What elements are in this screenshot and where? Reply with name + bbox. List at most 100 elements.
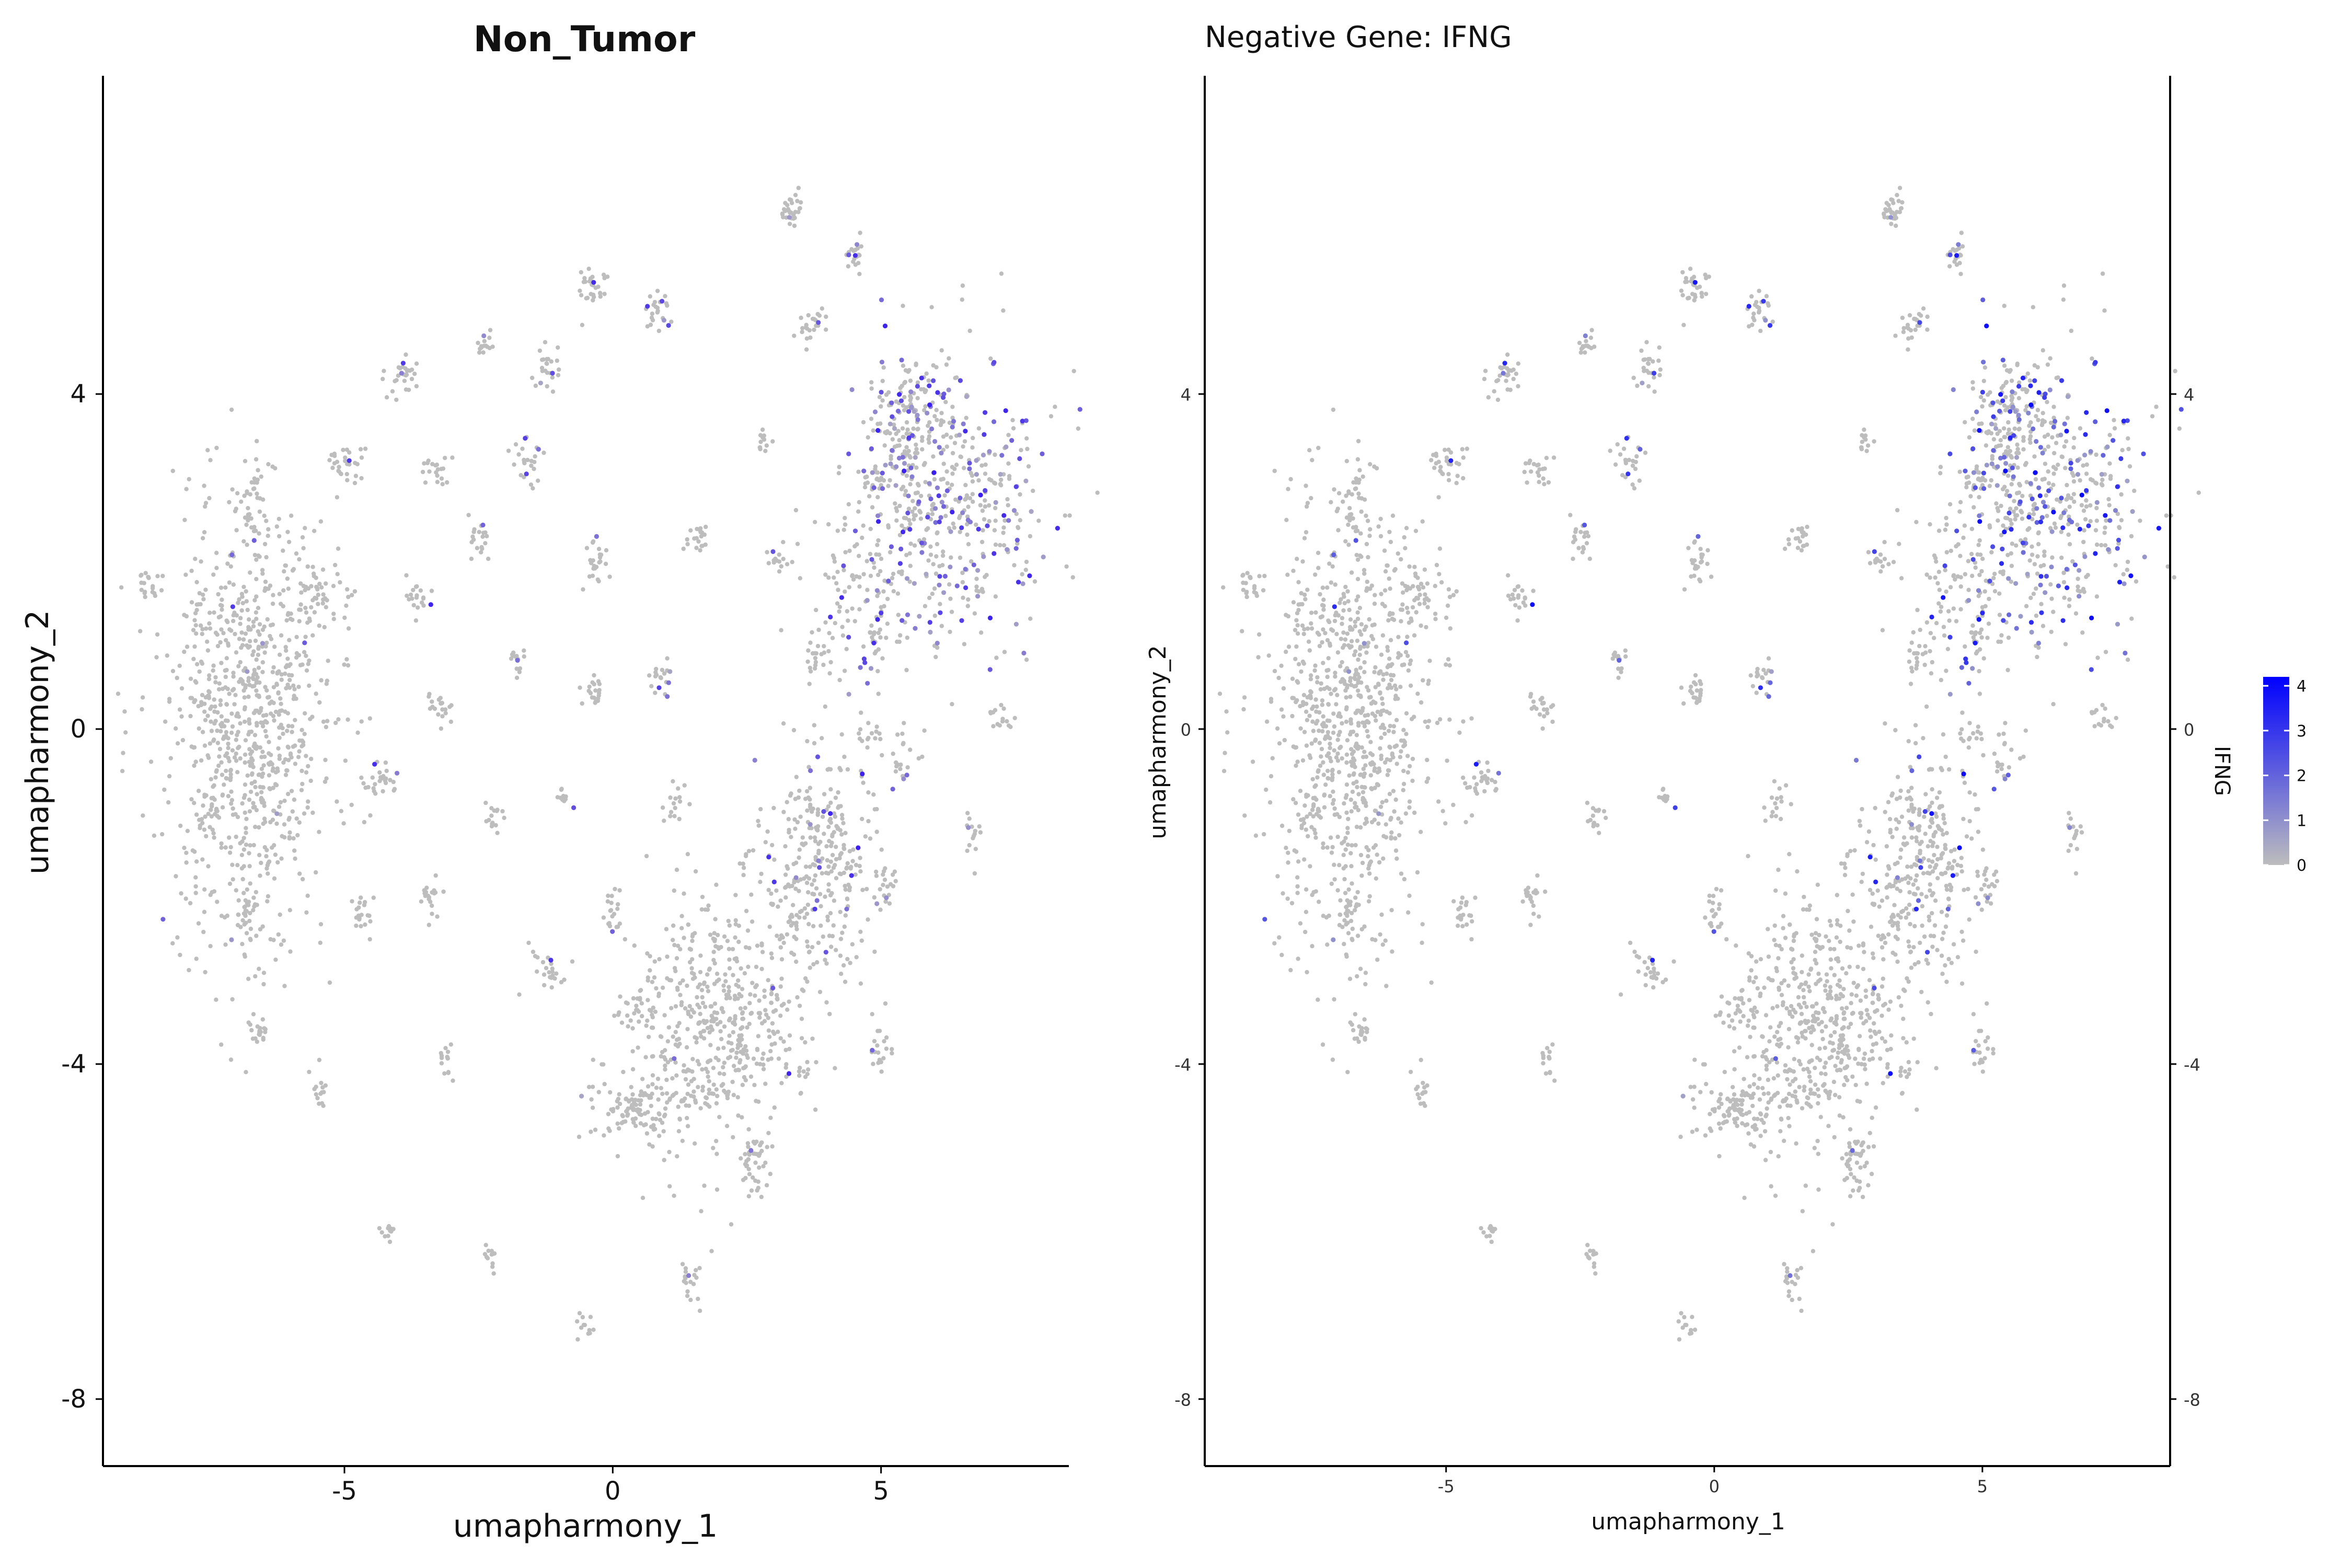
left-cell-point xyxy=(297,619,302,624)
left-cell-point xyxy=(823,894,827,899)
left-cell-point xyxy=(768,1171,773,1177)
left-cell-point xyxy=(915,481,920,487)
right-cell-point xyxy=(1321,627,1325,632)
left-cell-point xyxy=(743,1078,748,1082)
left-cell-point xyxy=(935,390,940,395)
left-cell-point xyxy=(223,735,228,740)
left-cell-point xyxy=(533,454,537,459)
left-cell-point xyxy=(241,637,246,642)
right-cell-point xyxy=(1276,675,1281,681)
left-cell-point xyxy=(844,906,849,912)
left-cell-point xyxy=(212,709,217,714)
left-cell-point xyxy=(764,443,769,448)
left-cell-point xyxy=(270,601,275,606)
right-cell-point xyxy=(1277,741,1282,746)
left-cell-point xyxy=(254,688,259,693)
right-cell-point xyxy=(1355,708,1359,713)
left-cell-point xyxy=(843,550,848,555)
left-cell-point xyxy=(650,1025,655,1030)
left-cell-point xyxy=(1027,573,1032,579)
left-cell-point xyxy=(942,493,947,498)
left-cell-point xyxy=(835,825,840,831)
left-cell-point xyxy=(194,812,199,817)
left-cell-point xyxy=(944,488,950,493)
left-cell-point xyxy=(962,466,966,470)
left-cell-point xyxy=(227,835,232,840)
right-cell-point xyxy=(1344,695,1348,700)
left-cell-point xyxy=(626,1024,630,1029)
left-cell-point xyxy=(300,535,305,540)
left-cell-point xyxy=(143,594,147,599)
left-cell-point xyxy=(731,1135,735,1139)
left-cell-point xyxy=(874,829,879,834)
left-cell-point xyxy=(836,805,840,810)
left-cell-point xyxy=(266,462,271,467)
left-cell-point xyxy=(797,788,802,793)
right-cell-point xyxy=(1315,704,1319,709)
left-cell-point xyxy=(959,618,964,623)
right-cell-point xyxy=(1379,735,1383,740)
right-cell-point xyxy=(1365,644,1370,649)
left-cell-point xyxy=(316,592,320,597)
left-cell-point xyxy=(743,1162,748,1167)
left-cell-point xyxy=(766,887,771,893)
left-cell-point xyxy=(866,735,871,741)
left-cell-point xyxy=(769,1000,774,1005)
right-cell-point xyxy=(1409,616,1413,621)
right-cell-point xyxy=(1300,659,1306,664)
left-cell-point xyxy=(988,356,993,361)
left-cell-point xyxy=(721,1082,725,1087)
left-cell-point xyxy=(242,905,247,909)
right-cell-point xyxy=(1347,607,1352,613)
left-cell-point xyxy=(422,461,426,466)
left-cell-point xyxy=(244,599,249,604)
right-cell-point xyxy=(1318,615,1323,620)
left-cell-point xyxy=(972,871,977,876)
left-cell-point xyxy=(717,1115,722,1120)
left-cell-point xyxy=(766,1016,771,1020)
left-cell-point xyxy=(801,1069,806,1074)
left-cell-point xyxy=(812,906,817,912)
right-cell-point xyxy=(1823,988,1828,993)
left-cell-point xyxy=(229,628,234,633)
right-cell-point xyxy=(1826,993,1830,997)
left-cell-point xyxy=(234,737,238,742)
right-cell-point xyxy=(1364,816,1369,821)
left-cell-point xyxy=(960,510,965,515)
left-cell-point xyxy=(676,1129,682,1134)
left-cell-point xyxy=(260,724,266,729)
left-cell-point xyxy=(694,546,699,550)
right-cell-point xyxy=(1864,1081,1869,1086)
left-cell-point xyxy=(226,756,230,760)
right-cell-point xyxy=(1765,1057,1769,1062)
left-cell-point xyxy=(633,1102,639,1108)
right-cell-point xyxy=(1822,1010,1827,1014)
right-cell-point xyxy=(1801,988,1806,993)
right-cell-point xyxy=(1290,713,1295,719)
right-cell-point xyxy=(1402,535,1406,540)
left-cell-point xyxy=(182,846,187,850)
left-cell-point xyxy=(689,1007,695,1012)
right-cell-point xyxy=(1424,779,1429,784)
left-cell-point xyxy=(202,709,207,714)
left-cell-point xyxy=(950,451,955,456)
left-cell-point xyxy=(928,496,933,502)
left-cell-point xyxy=(479,550,483,555)
left-cell-point xyxy=(741,873,746,878)
left-cell-point xyxy=(874,588,880,593)
right-cell-point xyxy=(1331,730,1336,735)
left-cell-point xyxy=(805,1071,810,1077)
right-cell-point xyxy=(1439,580,1444,585)
left-cell-point xyxy=(879,360,884,365)
right-cell-point xyxy=(1380,800,1385,805)
left-cell-point xyxy=(305,564,310,569)
left-cell-point xyxy=(418,588,423,593)
left-cell-point xyxy=(292,687,297,691)
left-cell-point xyxy=(239,630,244,635)
left-cell-point xyxy=(816,858,821,863)
left-cell-point xyxy=(768,1115,773,1120)
left-cell-point xyxy=(427,691,432,697)
right-cell-point xyxy=(1335,888,1340,893)
left-cell-point xyxy=(219,724,224,729)
left-cell-point xyxy=(246,678,251,684)
